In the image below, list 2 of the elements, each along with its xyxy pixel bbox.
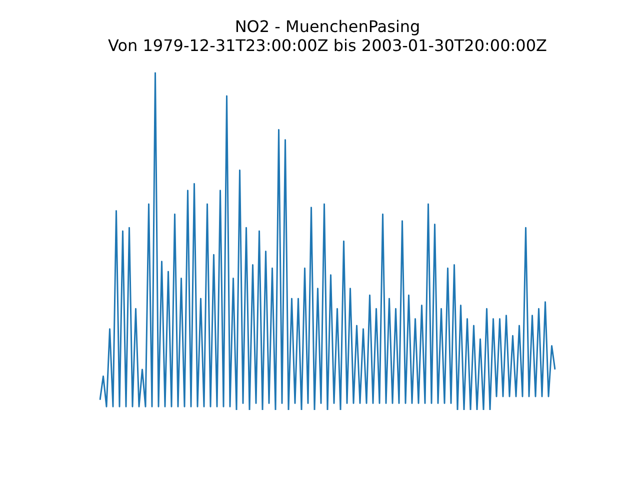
chart-title: NO2 - MuenchenPasing	[234, 16, 420, 36]
chart-subtitle: Von 1979-12-31T23:00:00Z bis 2003-01-30T20:00:00Z	[108, 36, 548, 55]
